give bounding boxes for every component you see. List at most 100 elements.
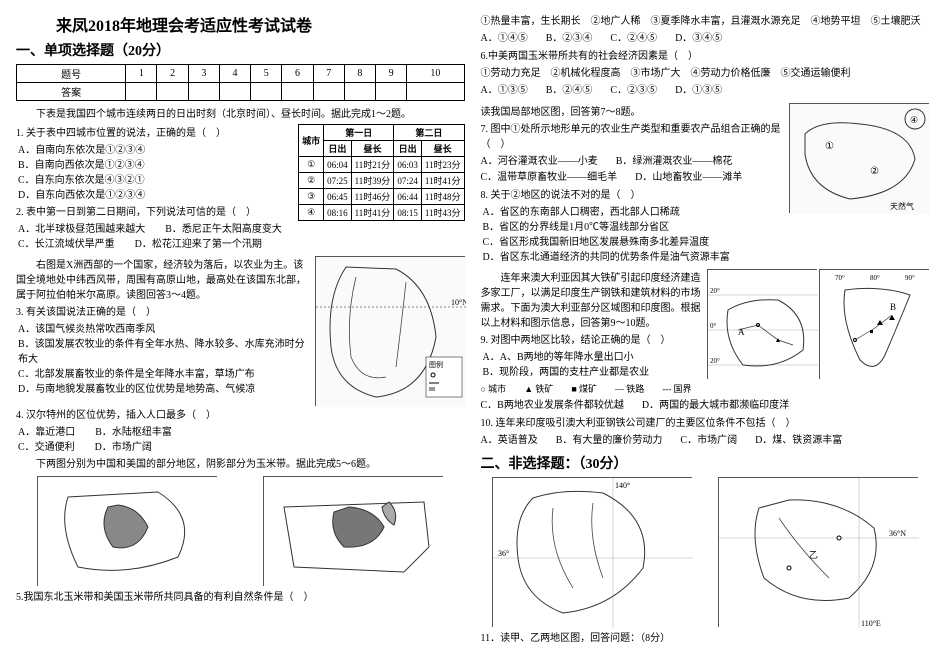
right-column: ①热量丰富，生长期长 ②地广人稀 ③夏季降水丰富，且灌溉水源充足 ④地势平坦 ⑤… (473, 8, 938, 647)
th-d2: 第二日 (394, 125, 464, 141)
q1-b: B．自南向西依次是①②③④ (18, 158, 294, 173)
svg-text:10°N: 10°N (451, 298, 466, 307)
q4-stem: 4. 汉尔特州的区位优势，插入人口最多（ ） (16, 408, 465, 423)
china-corn-map (37, 476, 217, 586)
q2-c: C．长江流域伏旱严重 (18, 237, 115, 252)
q7-c: C．温带草原畜牧业——细毛羊 (481, 170, 618, 186)
svg-text:20°: 20° (710, 357, 720, 365)
q-intro-7: 读我国局部地区图，回答第7～8题。 (481, 105, 786, 120)
num: 2 (157, 65, 188, 83)
q6-stem: 6.中美两国玉米带所共有的社会经济因素是（ ） (481, 49, 930, 64)
row-label: 题号 (17, 65, 126, 83)
q4-b: B．水陆枢纽丰富 (95, 425, 172, 440)
q11-map-right: 110°E 36°N 乙 (718, 477, 918, 627)
q-intro-9: 连年来澳大利亚因其大铁矿引起印度经济建造多家工厂，以满足印度生产钢铁和建筑材料的… (481, 271, 704, 331)
q5-cond: ①热量丰富，生长期长 ②地广人稀 ③夏季降水丰富，且灌溉水源充足 ④地势平坦 ⑤… (481, 14, 930, 29)
svg-text:110°E: 110°E (861, 619, 881, 628)
q9-c: C．B两地农业发展条件都较优越 (481, 398, 624, 414)
q7-d: D．山地畜牧业——滩羊 (635, 170, 742, 186)
num: 5 (251, 65, 282, 83)
q5-stem: 5.我国东北玉米带和美国玉米带所共同具备的有利自然条件是（ ） (16, 590, 465, 605)
legend-coal: ■ 煤矿 (571, 382, 597, 396)
q8-c: C．省区形成我国新旧地区发展悬殊南多北差异温度 (483, 235, 786, 250)
num: 10 (407, 65, 464, 83)
sunrise-table: 城市 第一日 第二日 日出 昼长 日出 昼长 ①06:0411时21分06:03… (298, 124, 464, 221)
section2-title: 二、非选择题：（30分） (481, 453, 930, 473)
q10-d: D．煤、铁资源丰富 (755, 433, 842, 449)
q6-a: A．①③⑤ (481, 83, 528, 99)
q3-stem: 3. 有关该国说法正确的是（ ） (16, 305, 311, 320)
q9-a: A．A、B两地的等年降水量出口小 (483, 350, 704, 365)
svg-text:90°: 90° (905, 274, 915, 282)
q9-stem: 9. 对图中两地区比较，结论正确的是（ ） (481, 333, 704, 348)
svg-text:B: B (890, 302, 896, 312)
q9-b: B．现阶段，两国的支柱产业都是农业 (483, 365, 704, 380)
us-corn-map (263, 476, 443, 586)
q3-a: A．该国气候炎热常吹西南季风 (18, 322, 311, 337)
svg-text:80°: 80° (870, 274, 880, 282)
th-city: 城市 (299, 125, 324, 157)
num: 3 (188, 65, 219, 83)
q6-b: B．②④⑤ (546, 83, 593, 99)
svg-text:①: ① (825, 141, 834, 152)
china-region-map: ① ② ④ 天然气 (789, 103, 929, 213)
q-intro-1: 下表是我国四个城市连续两日的日出时刻（北京时间）、昼长时间。据此完成1～2题。 (16, 107, 465, 122)
ans-blank[interactable] (126, 83, 157, 101)
q6-cond: ①劳动力充足 ②机械化程度高 ③市场广大 ④劳动力价格低廉 ⑤交通运输便利 (481, 66, 930, 81)
q6-c: C．②③⑤ (610, 83, 657, 99)
q5-d: D．③④⑤ (675, 31, 722, 47)
svg-text:乙: 乙 (809, 550, 818, 560)
q-intro-3: 右图是X洲西部的一个国家，经济较为落后，以农业为主。该国全境地处中纬西风带，周围… (16, 258, 311, 303)
svg-text:②: ② (870, 166, 879, 177)
section1-title: 一、单项选择题（20分） (16, 40, 465, 60)
q-intro-5: 下两图分别为中国和美国的部分地区，阴影部分为玉米带。据此完成5～6题。 (16, 457, 465, 472)
num: 1 (126, 65, 157, 83)
row-label: 答案 (17, 83, 126, 101)
q3-b: B．该国发展农牧业的条件有全年水热、降水较多、水库充沛时分布大 (18, 337, 311, 367)
q5-a: A．①④⑤ (481, 31, 528, 47)
left-column: 来凤2018年地理会考适应性考试试卷 一、单项选择题（20分） 题号 1 2 3… (8, 8, 473, 647)
q7-stem: 7. 图中①处所示地形单元的农业生产类型和重要农产品组合正确的是（ ） (481, 122, 786, 152)
q1-d: D．自东向西依次是①②③④ (18, 188, 294, 203)
q4-c: C．交通便利 (18, 440, 75, 455)
legend-rail: — 铁路 (615, 382, 644, 396)
q2-b: B．悉尼正午太阳高度变大 (165, 222, 282, 237)
q11-stem: 11．读甲、乙两地区图，回答问题：（8分） (481, 631, 930, 646)
svg-text:36°N: 36°N (889, 529, 906, 538)
q2-stem: 2. 表中第一日到第二日期间，下列说法可信的是（ ） (16, 205, 294, 220)
q2-a: A．北半球极昼范围越来越大 (18, 222, 145, 237)
th-d1: 第一日 (324, 125, 394, 141)
q7-b: B．绿洲灌溉农业——棉花 (616, 154, 733, 170)
q1-c: C．自东向东依次是④③②① (18, 173, 294, 188)
australia-map: 20° 0° 20° A (707, 269, 817, 379)
svg-text:图例: 图例 (429, 360, 443, 369)
legend-border: --- 国界 (662, 382, 691, 396)
q4-a: A．靠近港口 (18, 425, 75, 440)
svg-text:20°: 20° (710, 287, 720, 295)
q10-c: C．市场广阔 (680, 433, 737, 449)
num: 6 (282, 65, 313, 83)
answer-grid: 题号 1 2 3 4 5 6 7 8 9 10 答案 (16, 64, 465, 101)
svg-text:36°: 36° (498, 549, 509, 558)
india-map: 70° 80° 90° B (819, 269, 929, 379)
q7-a: A．河谷灌溉农业——小麦 (481, 154, 598, 170)
num: 7 (313, 65, 344, 83)
q1-stem: 1. 关于表中四城市位置的说法，正确的是（ ） (16, 126, 294, 141)
q8-b: B．省区的分界线是1月0℃等温线部分省区 (483, 220, 786, 235)
q9-d: D．两国的最大城市都濒临印度洋 (642, 398, 789, 414)
q11-map-left: 140° 36° (492, 477, 692, 627)
q5-c: C．②④⑤ (610, 31, 657, 47)
exam-title: 来凤2018年地理会考适应性考试试卷 (56, 12, 465, 36)
q1-a: A．自南向东依次是①②③④ (18, 143, 294, 158)
svg-text:0°: 0° (710, 322, 717, 330)
q8-d: D．省区东北通道经济的共同的优势条件是油气资源丰富 (483, 250, 786, 265)
q4-d: D．市场广阔 (95, 440, 152, 455)
svg-text:70°: 70° (835, 274, 845, 282)
legend-iron: ▲ 铁矿 (524, 382, 553, 396)
num: 9 (376, 65, 407, 83)
q10-a: A．英语普及 (481, 433, 538, 449)
q10-stem: 10. 连年来印度吸引澳大利亚钢铁公司建厂的主要区位条件不包括（ ） (481, 416, 930, 431)
num: 4 (219, 65, 250, 83)
svg-text:④: ④ (910, 115, 918, 125)
num: 8 (344, 65, 375, 83)
